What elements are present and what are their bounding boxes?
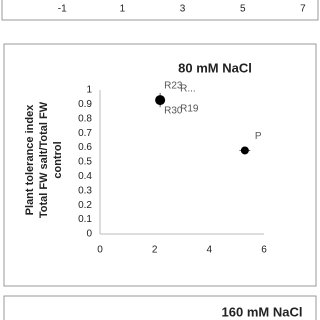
point [155, 95, 166, 106]
x-tick-label: 1 [120, 4, 126, 15]
chart-title: 80 mM NaCl [178, 60, 252, 75]
point-annotation: P [255, 131, 262, 142]
y-label-line: control [52, 141, 64, 178]
point-annotation: R19 [180, 104, 199, 115]
chart-title: 160 mM NaCl [222, 304, 303, 319]
y-label-line: Plant tolerance index [24, 104, 36, 216]
y-tick-label: 0.4 [78, 171, 92, 182]
y-tick-label: 0.6 [78, 142, 92, 153]
y-tick-label: 0.7 [78, 128, 92, 139]
panel-frame [3, 43, 317, 287]
x-tick-label: 2 [152, 245, 158, 256]
x-tick-label: 4 [207, 245, 213, 256]
y-tick-label: 1 [86, 85, 92, 96]
point-annotation: R... [180, 84, 196, 95]
y-axis-label: Plant tolerance index Total FW salt/Tota… [24, 101, 64, 218]
y-tick-label: 0.8 [78, 113, 92, 124]
y-tick-label: 0.5 [78, 157, 92, 168]
top-panel-frame [1, 0, 319, 21]
x-tick-label: 5 [240, 4, 246, 15]
y-tick-label: 0.2 [78, 200, 92, 211]
x-tick-label: 6 [261, 245, 267, 256]
x-tick-label: -1 [58, 4, 67, 15]
x-tick-label: 7 [300, 4, 306, 15]
y-tick-label: 0.3 [78, 185, 92, 196]
y-tick-label: 0.9 [78, 99, 92, 110]
x-tick-label: 3 [180, 4, 186, 15]
point [240, 146, 249, 155]
y-label-line: Total FW salt/Total FW [38, 101, 50, 218]
point-annotation: R30 [164, 106, 183, 117]
x-tick-label: 0 [97, 245, 103, 256]
y-tick-label: 0 [86, 229, 92, 240]
y-tick-label: 0.1 [78, 214, 92, 225]
bottom-panel-frame [3, 295, 317, 320]
point-annotation: R23 [164, 81, 183, 92]
